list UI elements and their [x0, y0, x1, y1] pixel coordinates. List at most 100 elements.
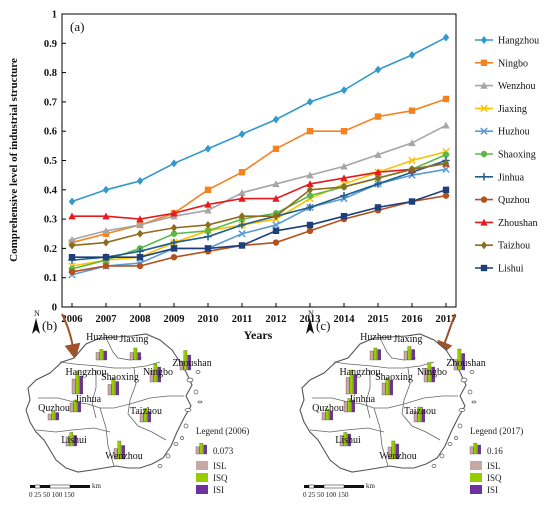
point-wenzhou — [238, 189, 246, 196]
scale-segment — [70, 485, 90, 488]
scale-segment — [49, 484, 71, 489]
city-label: Wenzhou — [105, 451, 143, 462]
line-legend: Hangzhou Ningbo Wenzhou Jiaxing Huzhou Shaoxi… — [475, 36, 539, 275]
legend-label: Huzhou — [498, 127, 530, 138]
point-quzhou — [272, 239, 280, 246]
city-label: Quzhou — [312, 403, 344, 414]
bar-isl — [107, 384, 112, 396]
city-label: Quzhou — [38, 403, 70, 414]
legend-marker — [480, 36, 488, 44]
bar-isl — [339, 435, 344, 447]
bar-isl — [321, 412, 326, 421]
bar-isl — [403, 350, 408, 361]
x-tick-label: 2008 — [130, 314, 151, 325]
line-quzhou — [71, 194, 447, 273]
point-wenzhou — [442, 121, 450, 129]
scale-segment — [344, 485, 364, 488]
legend-item-zhoushan: Zhoushan — [475, 218, 537, 229]
point-taizhou — [102, 238, 110, 247]
legend-title: Legend (2006) — [196, 426, 249, 436]
bar-isq — [417, 406, 422, 423]
city-label: Hangzhou — [65, 367, 106, 378]
legend-marker — [480, 59, 488, 66]
legend-label: Jinhua — [498, 172, 525, 183]
legend-item-huzhou: Huzhou — [475, 127, 530, 138]
point-huzhou — [442, 165, 450, 174]
point-zhoushan — [374, 168, 382, 176]
bar-isq — [325, 409, 330, 421]
city-border — [99, 407, 115, 467]
city-label: Lishui — [61, 435, 87, 446]
x-tick-label: 2009 — [164, 314, 185, 325]
scale-ticks: 0 25 50 100 150 — [29, 491, 75, 499]
legend-item-jinhua: Jinhua — [475, 172, 525, 183]
point-taizhou — [306, 185, 314, 194]
point-huzhou — [272, 221, 280, 229]
point-jinhua — [340, 191, 348, 200]
scale-unit: km — [92, 482, 102, 490]
bar-isl — [139, 412, 144, 423]
point-zhoushan — [340, 174, 348, 182]
series-jinhua — [68, 156, 450, 264]
x-tick-labels: 2006200720082009201020112012201320142015… — [62, 303, 457, 325]
island — [186, 377, 194, 383]
city-label: Zhoushan — [172, 358, 211, 369]
legend-marker — [480, 241, 488, 250]
bar-isl — [95, 352, 100, 361]
point-zhoushan — [306, 180, 314, 188]
point-ningbo — [306, 128, 314, 135]
city-label: Jiaxing — [120, 334, 149, 345]
city-jinhua: Jinhua — [69, 394, 102, 413]
island — [184, 408, 192, 412]
bar-isi — [157, 366, 161, 383]
legend-scale-value: 0.073 — [213, 446, 234, 456]
point-lishui — [442, 186, 450, 193]
city-lishui: Lishui — [335, 432, 361, 447]
series-lines — [68, 33, 450, 279]
bar-isq — [117, 440, 122, 460]
scale-bar: km 0 25 50 100 150 — [29, 482, 102, 499]
point-wenzhou — [68, 235, 76, 243]
bar-isq — [457, 348, 462, 371]
point-lishui — [102, 253, 110, 261]
bar-isq — [143, 408, 148, 423]
legend-item-lishui: Lishui — [475, 264, 524, 275]
island — [197, 400, 203, 404]
bar-isi — [431, 366, 435, 383]
bar-isl — [71, 378, 76, 395]
bar-isl — [113, 448, 118, 460]
legend-item-quzhou: Quzhou — [475, 195, 530, 206]
panel-label: (c) — [316, 318, 330, 333]
x-tick-label: 2015 — [368, 314, 389, 325]
island — [471, 400, 477, 404]
scale-segment — [30, 485, 35, 488]
bar-isl — [423, 368, 428, 383]
scale-segment — [40, 485, 50, 488]
island — [165, 453, 171, 459]
island — [195, 370, 201, 374]
bar-isq — [343, 432, 348, 447]
island — [183, 423, 189, 429]
point-huzhou — [238, 230, 246, 238]
city-border — [365, 370, 371, 419]
island — [193, 389, 199, 395]
city-border — [127, 413, 167, 441]
point-taizhou — [408, 165, 416, 174]
y-tick-label: 0.5 — [44, 156, 57, 167]
bar-isq — [99, 349, 104, 361]
scale-unit: km — [366, 482, 376, 490]
point-lishui — [408, 198, 416, 205]
bar-isi — [347, 433, 351, 447]
bar-isi — [79, 375, 83, 395]
legend-marker — [480, 264, 488, 272]
bar-isq — [427, 362, 432, 383]
city-wenzhou: Wenzhou — [105, 440, 143, 462]
city-label: Jinhua — [75, 394, 102, 405]
point-ningbo — [272, 145, 280, 152]
legend-marker — [480, 173, 488, 181]
scale-segment — [34, 484, 41, 489]
bar-isl — [387, 446, 392, 460]
point-zhoushan — [136, 215, 144, 223]
